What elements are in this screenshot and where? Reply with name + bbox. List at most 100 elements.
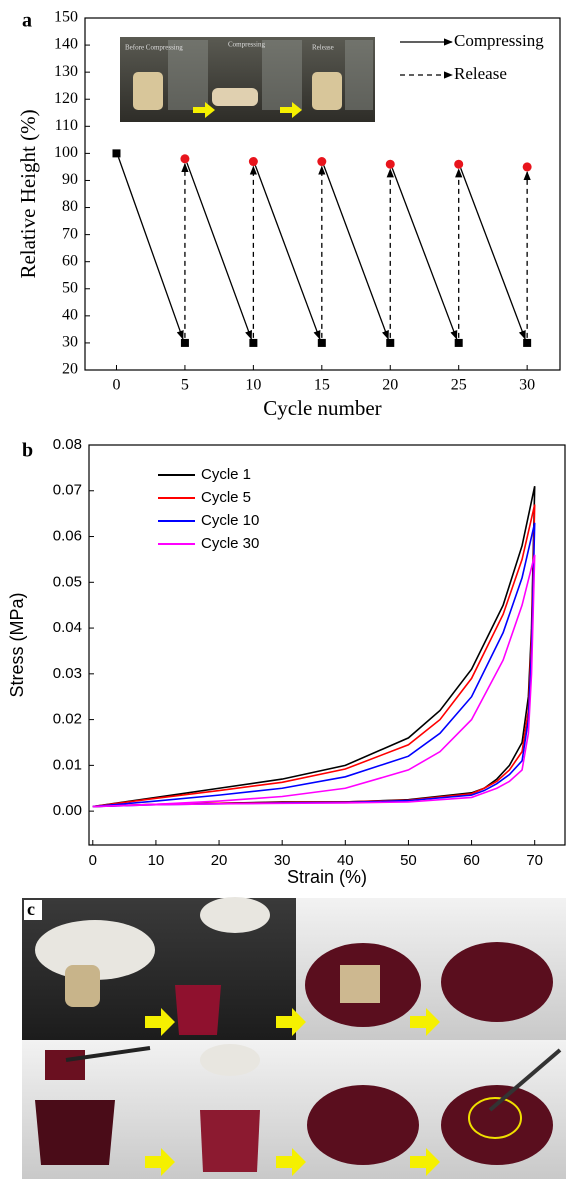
arrow-icon <box>145 1148 175 1176</box>
legend-label: Cycle 30 <box>201 535 259 552</box>
ruler <box>168 40 208 110</box>
tweezers <box>65 1046 151 1062</box>
glove <box>200 1044 260 1076</box>
inset-photo: Before Compressing Compressing Release <box>120 37 375 122</box>
marker-square <box>386 338 395 347</box>
y-tick-label: 0.06 <box>53 528 82 545</box>
legend-label: Cycle 10 <box>201 512 259 529</box>
legend-label: Cycle 1 <box>201 466 251 483</box>
y-tick-label: 0.00 <box>53 802 82 819</box>
series-line <box>92 554 536 808</box>
y-tick-label: 100 <box>54 144 78 161</box>
x-tick-label: 20 <box>211 852 228 869</box>
x-tick-label: 0 <box>89 852 97 869</box>
x-tick-label: 10 <box>245 377 261 394</box>
inset-label: Before Compressing <box>125 44 183 52</box>
y-tick-label: 140 <box>54 36 78 53</box>
marker-square <box>180 338 189 347</box>
marker-square <box>454 338 463 347</box>
legend-label: Compressing <box>454 31 544 50</box>
liquid <box>441 1085 553 1165</box>
y-tick-label: 0.04 <box>53 619 82 636</box>
series-line <box>92 522 536 808</box>
x-tick-label: 10 <box>148 852 165 869</box>
compress-arrow <box>391 167 458 340</box>
marker-square <box>523 338 532 347</box>
liquid <box>307 1085 419 1165</box>
arrow-icon <box>145 1008 175 1036</box>
ruler <box>345 40 373 110</box>
marker-circle <box>454 159 464 169</box>
y-tick-label: 80 <box>62 198 78 215</box>
glove <box>35 920 155 980</box>
arrow-icon <box>276 1148 306 1176</box>
marker-square <box>249 338 258 347</box>
arrow-icon <box>280 102 302 118</box>
sponge <box>312 72 342 110</box>
x-tick-label: 20 <box>382 377 398 394</box>
x-tick-label: 5 <box>181 377 189 394</box>
inset-label: Release <box>312 44 334 52</box>
y-tick-label: 130 <box>54 63 78 80</box>
series-line <box>92 504 536 808</box>
marker-circle <box>522 162 532 172</box>
sponge <box>340 965 380 1003</box>
x-axis-label: Strain (%) <box>287 867 367 887</box>
y-tick-label: 150 <box>54 9 78 26</box>
y-axis-label: Stress (MPa) <box>7 592 27 697</box>
x-tick-label: 40 <box>337 852 354 869</box>
y-axis-label: Relative Height (%) <box>16 109 40 278</box>
compress-arrow <box>117 157 184 340</box>
y-tick-label: 110 <box>55 117 78 134</box>
x-tick-label: 25 <box>451 377 467 394</box>
label-box <box>24 900 42 920</box>
plot-frame <box>84 17 561 371</box>
sponge <box>133 72 163 110</box>
sponge <box>65 965 100 1007</box>
marker-circle <box>180 154 190 164</box>
x-tick-label: 0 <box>112 377 120 394</box>
y-tick-label: 60 <box>62 252 78 269</box>
arrow-icon <box>276 1008 306 1036</box>
ruler <box>262 40 302 110</box>
y-tick-label: 0.08 <box>53 436 82 453</box>
y-tick-label: 20 <box>62 361 78 378</box>
marker-circle <box>317 157 327 167</box>
x-tick-label: 15 <box>314 377 330 394</box>
photo-panel: c <box>22 897 566 1179</box>
tweezers <box>488 1048 562 1112</box>
arrow-icon <box>410 1008 440 1036</box>
y-tick-label: 40 <box>62 307 78 324</box>
inset-label: Compressing <box>228 41 265 49</box>
compress-arrow <box>254 165 321 340</box>
x-tick-label: 70 <box>526 852 543 869</box>
arrow-icon <box>410 1148 440 1176</box>
x-axis-label: Cycle number <box>263 396 381 420</box>
marker-square <box>112 149 121 158</box>
series-line <box>92 486 536 808</box>
x-tick-label: 30 <box>274 852 291 869</box>
legend-label: Release <box>454 64 507 83</box>
sponge <box>212 88 258 106</box>
beaker <box>175 985 221 1035</box>
y-tick-label: 90 <box>62 171 78 188</box>
y-tick-label: 0.01 <box>53 756 82 773</box>
x-tick-label: 60 <box>463 852 480 869</box>
y-tick-label: 50 <box>62 279 78 296</box>
y-tick-label: 70 <box>62 225 78 242</box>
marker-circle <box>385 159 395 169</box>
beaker <box>200 1110 260 1172</box>
chart: 0.00 0.01 0.02 0.03 0.04 0.05 0.06 0.07 0.08 0 10 2… <box>7 436 566 887</box>
legend-label: Cycle 5 <box>201 489 251 506</box>
highlight <box>468 1097 522 1139</box>
y-tick-label: 0.03 <box>53 665 82 682</box>
panel-label: c <box>27 899 35 919</box>
compress-arrow <box>186 162 252 340</box>
panel-label: b <box>22 440 33 462</box>
compress-arrow <box>460 167 526 340</box>
marker-square <box>317 338 326 347</box>
x-tick-label: 30 <box>519 377 535 394</box>
marker-circle <box>248 157 258 167</box>
